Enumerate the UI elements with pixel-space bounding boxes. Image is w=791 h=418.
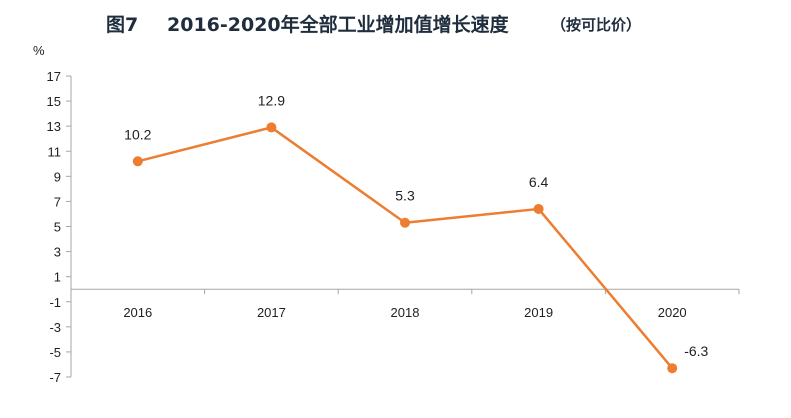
x-tick-label: 2018 bbox=[391, 305, 420, 320]
data-label: -6.3 bbox=[684, 343, 708, 359]
data-point bbox=[667, 363, 678, 374]
y-tick-label: -7 bbox=[49, 370, 61, 385]
y-tick-label: 13 bbox=[47, 119, 61, 134]
x-tick-label: 2019 bbox=[524, 305, 553, 320]
chart-title: 2016-2020年全部工业增加值增长速度 bbox=[167, 13, 510, 36]
y-tick-label: -5 bbox=[49, 345, 61, 360]
series-line bbox=[137, 126, 674, 370]
y-tick-label: 9 bbox=[54, 169, 61, 184]
data-label: 5.3 bbox=[395, 188, 415, 204]
chart-subtitle: （按可比价） bbox=[551, 16, 641, 34]
y-tick-label: 11 bbox=[48, 144, 62, 159]
data-label: 6.4 bbox=[529, 174, 549, 190]
x-tick-label: 2016 bbox=[123, 305, 152, 320]
axes bbox=[66, 75, 740, 378]
y-tick-label: 5 bbox=[54, 220, 61, 235]
y-tick-label: 1 bbox=[54, 270, 61, 285]
series-layer bbox=[132, 122, 678, 374]
data-labels: 10.2 12.9 5.3 6.4 -6.3 bbox=[124, 92, 708, 359]
y-tick-label: 15 bbox=[47, 94, 61, 109]
x-tick-label: 2017 bbox=[257, 305, 286, 320]
y-tick-label: 17 bbox=[47, 69, 61, 84]
data-point bbox=[400, 217, 410, 228]
data-point bbox=[266, 122, 277, 133]
y-tick-label: 3 bbox=[54, 245, 61, 260]
y-axis-label: % bbox=[33, 43, 45, 58]
y-tick-label: 7 bbox=[54, 194, 61, 209]
data-label: 12.9 bbox=[258, 92, 285, 108]
chart-title-prefix: 图7 bbox=[106, 14, 138, 36]
data-point bbox=[132, 156, 143, 167]
y-tick-labels: 17 15 13 11 9 7 5 3 1 -1 -3 -5 -7 bbox=[47, 69, 61, 385]
y-tick-label: -1 bbox=[49, 295, 61, 310]
x-tick-label: 2020 bbox=[658, 305, 687, 320]
data-point bbox=[533, 203, 544, 214]
data-label: 10.2 bbox=[124, 126, 151, 142]
y-tick-label: -3 bbox=[49, 320, 61, 335]
x-tick-labels: 2016 2017 2018 2019 2020 bbox=[123, 305, 686, 320]
